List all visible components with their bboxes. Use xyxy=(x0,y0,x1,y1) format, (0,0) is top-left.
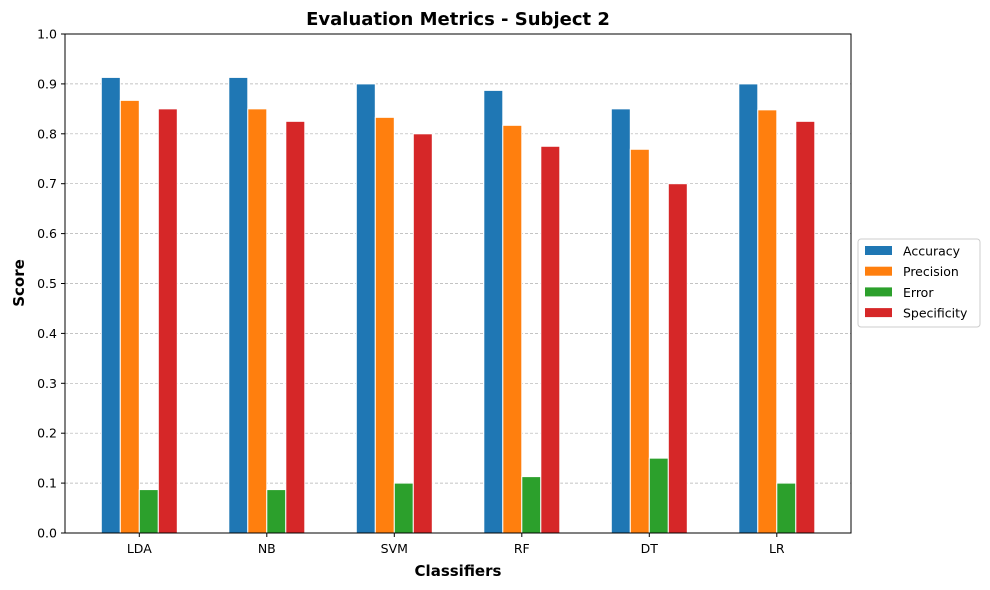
y-tick-label: 0.9 xyxy=(37,76,57,91)
y-tick-label: 0.8 xyxy=(37,126,57,141)
bar-accuracy-rf xyxy=(483,89,504,534)
y-tick-label: 0.1 xyxy=(37,476,57,491)
y-tick-label: 0.7 xyxy=(37,176,57,191)
bar-error-nb xyxy=(266,489,287,534)
y-tick-label: 0.3 xyxy=(37,376,57,391)
legend-label: Error xyxy=(903,285,934,300)
bar-specificity-rf xyxy=(540,145,561,534)
bar-specificity-lr xyxy=(795,120,816,534)
legend-label: Precision xyxy=(903,264,959,279)
bar-precision-rf xyxy=(502,124,523,534)
bar-accuracy-dt xyxy=(610,108,631,534)
x-tick-label: LDA xyxy=(127,541,152,556)
bar-error-dt xyxy=(648,457,669,534)
x-tick-label: DT xyxy=(641,541,659,556)
x-axis: LDA NB SVM RF DT LR xyxy=(127,533,785,556)
chart-title: Evaluation Metrics - Subject 2 xyxy=(306,9,610,30)
bar-precision-svm xyxy=(374,116,395,534)
y-axis-label: Score xyxy=(10,259,28,307)
bars xyxy=(100,76,816,534)
bar-error-lr xyxy=(776,482,797,534)
bar-specificity-svm xyxy=(412,133,433,534)
legend: Accuracy Precision Error Specificity xyxy=(857,238,981,328)
legend-swatch xyxy=(865,308,892,318)
bar-accuracy-nb xyxy=(228,76,249,534)
x-tick-label: NB xyxy=(258,541,276,556)
bar-specificity-lda xyxy=(157,108,178,534)
bar-precision-nb xyxy=(247,108,268,534)
x-tick-label: SVM xyxy=(381,541,408,556)
y-axis: 0.0 0.1 0.2 0.3 0.4 0.5 0.6 0.7 0.8 0.9 1.0 xyxy=(37,27,65,541)
bar-accuracy-svm xyxy=(355,83,376,534)
bar-error-lda xyxy=(138,489,159,534)
bar-precision-dt xyxy=(629,148,650,534)
bar-accuracy-lr xyxy=(738,83,759,534)
y-tick-label: 0.2 xyxy=(37,426,57,441)
gridlines xyxy=(65,83,851,484)
bar-error-svm xyxy=(393,482,414,534)
y-tick-label: 0.0 xyxy=(37,526,57,541)
bar-specificity-nb xyxy=(285,120,306,534)
x-tick-label: LR xyxy=(769,541,785,556)
bar-specificity-dt xyxy=(667,183,688,534)
bar-precision-lr xyxy=(757,109,778,534)
legend-swatch xyxy=(865,266,892,276)
legend-swatch xyxy=(865,246,892,255)
y-tick-label: 0.5 xyxy=(37,276,57,291)
bar-precision-lda xyxy=(119,99,140,534)
legend-swatch xyxy=(865,287,892,297)
legend-label: Specificity xyxy=(903,306,968,321)
y-tick-label: 0.4 xyxy=(37,326,57,341)
bar-error-rf xyxy=(521,476,542,534)
legend-box xyxy=(857,238,981,328)
legend-label: Accuracy xyxy=(903,244,961,259)
y-tick-label: 1.0 xyxy=(37,27,57,42)
x-tick-label: RF xyxy=(514,541,530,556)
y-tick-label: 0.6 xyxy=(37,226,57,241)
bar-accuracy-lda xyxy=(100,76,121,534)
x-axis-label: Classifiers xyxy=(415,562,502,580)
